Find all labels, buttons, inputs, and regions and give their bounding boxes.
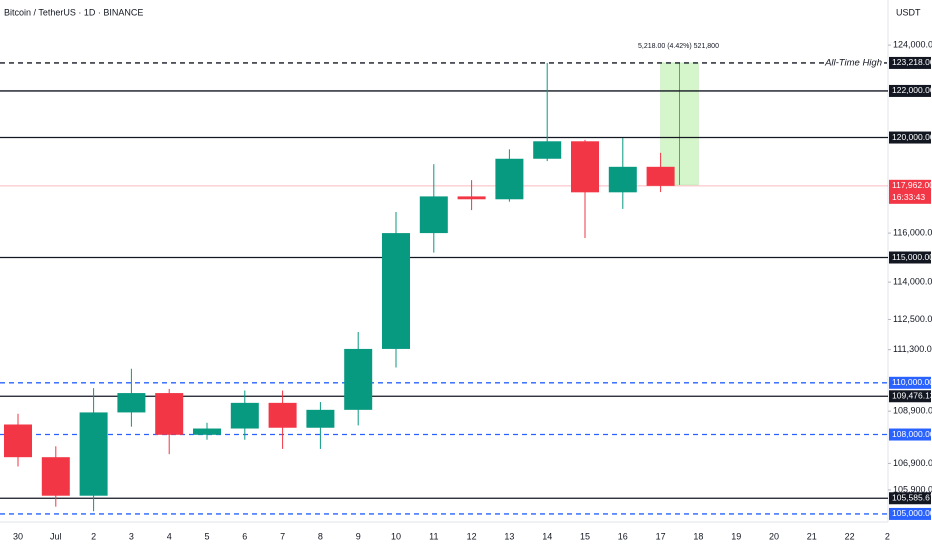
current-price-label: 117,962.00	[892, 180, 932, 190]
candle-body	[230, 402, 259, 429]
x-tick-label: 15	[580, 531, 590, 541]
candle-body	[646, 166, 675, 186]
measure-label: 5,218.00 (4.42%) 521,800	[638, 43, 719, 50]
x-tick-label: 2	[885, 531, 890, 541]
x-tick-label: 6	[242, 531, 247, 541]
countdown-label: 16:33:43	[892, 192, 925, 202]
x-tick-label: 4	[167, 531, 172, 541]
y-tick-label: 108,900.00	[893, 406, 932, 416]
level-price-box	[889, 390, 931, 403]
level-price-box	[889, 428, 931, 441]
x-tick-label: 7	[280, 531, 285, 541]
x-tick-label: 19	[731, 531, 741, 541]
level-name: All-Time High	[824, 57, 882, 68]
x-tick-label: 16	[618, 531, 628, 541]
currency-label: USDT	[896, 7, 921, 17]
candle-body	[79, 412, 108, 496]
candle-body	[344, 348, 373, 410]
level-price-box	[889, 376, 931, 389]
x-tick-label: 8	[318, 531, 323, 541]
y-tick-label: 124,000.00	[893, 39, 932, 49]
level-price-label: 105,585.67	[892, 493, 932, 503]
level-name-bg	[826, 56, 884, 69]
candle-body	[533, 141, 562, 159]
level-price-label: 122,000.00	[892, 85, 932, 95]
candle-body	[117, 393, 146, 413]
y-tick-label: 106,900.00	[893, 458, 932, 468]
x-tick-label: 5	[204, 531, 209, 541]
x-tick-label: 22	[845, 531, 855, 541]
level-price-label: 109,476.13	[892, 391, 932, 401]
x-tick-label: 10	[391, 531, 401, 541]
x-tick-label: 9	[356, 531, 361, 541]
x-tick-label: 13	[504, 531, 514, 541]
x-tick-label: 2	[91, 531, 96, 541]
x-tick-label: 3	[129, 531, 134, 541]
level-price-box	[889, 492, 931, 505]
level-price-label: 115,000.00	[892, 252, 932, 262]
y-tick-label: 105,900.00	[893, 484, 932, 494]
candle-body	[193, 428, 221, 435]
level-price-box	[889, 56, 931, 69]
level-price-label: 108,000.00	[892, 429, 932, 439]
x-tick-label: 12	[467, 531, 477, 541]
level-price-label: 110,000.00	[892, 377, 932, 387]
level-price-box	[889, 507, 931, 520]
candle-body	[268, 402, 297, 428]
x-tick-label: 20	[769, 531, 779, 541]
y-tick-label: 112,500.00	[893, 314, 932, 324]
candle-body	[495, 158, 524, 200]
x-tick-label: 11	[429, 531, 438, 541]
candle-body	[155, 393, 184, 435]
candle-body	[419, 196, 448, 234]
chart-title: Bitcoin / TetherUS · 1D · BINANCE	[4, 7, 143, 17]
candle-body	[4, 424, 32, 458]
level-price-label: 120,000.00	[892, 132, 932, 142]
x-tick-label: 18	[693, 531, 703, 541]
candle-body	[571, 141, 599, 193]
x-tick-label: 14	[542, 531, 552, 541]
level-price-label: 105,000.00	[892, 508, 932, 518]
x-tick-label: Jul	[50, 531, 62, 541]
y-tick-label: 114,000.00	[893, 276, 932, 286]
level-price-label: 123,218.00	[892, 57, 932, 67]
x-tick-label: 30	[13, 531, 23, 541]
candle-body	[457, 196, 486, 200]
candle-body	[41, 457, 70, 496]
candle-body	[306, 409, 335, 428]
y-tick-label: 111,300.00	[893, 344, 932, 354]
level-price-box	[889, 251, 931, 264]
current-price-box	[889, 179, 931, 204]
level-price-box	[889, 84, 931, 97]
x-tick-label: 17	[656, 531, 666, 541]
level-price-box	[889, 131, 931, 144]
x-tick-label: 21	[807, 531, 817, 541]
candle-body	[608, 166, 637, 193]
candle-body	[382, 233, 410, 349]
y-tick-label: 116,000.00	[893, 227, 932, 237]
